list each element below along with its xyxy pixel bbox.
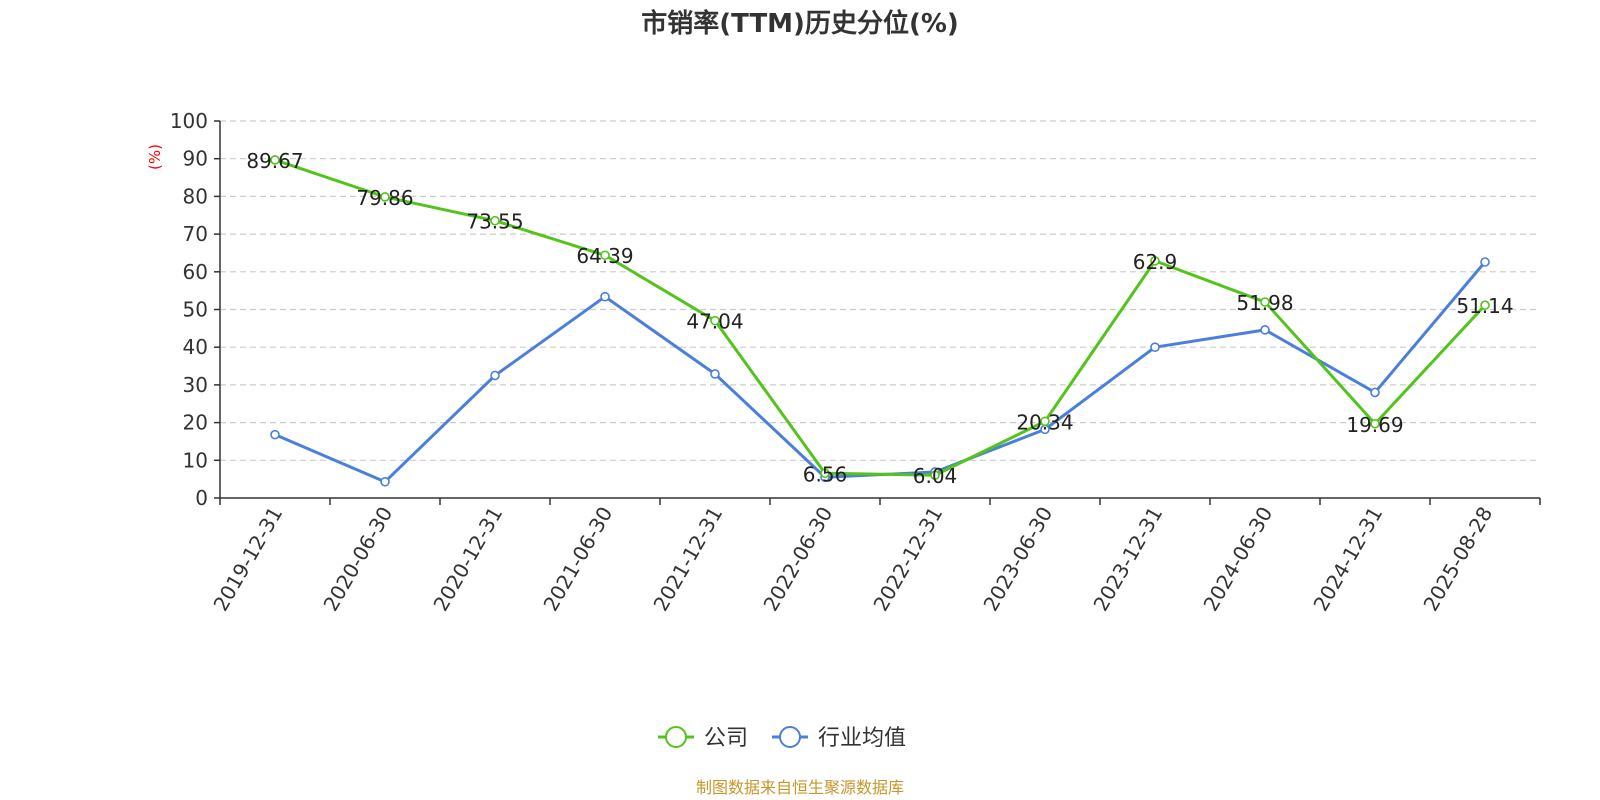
data-point <box>1370 387 1380 398</box>
data-point <box>600 250 610 261</box>
data-point <box>1480 300 1490 311</box>
data-point <box>820 468 830 479</box>
legend[interactable]: 公司 行业均值 <box>658 726 906 751</box>
data-label: 64.39 <box>576 244 633 268</box>
legend-item-company[interactable]: 公司 <box>658 726 748 751</box>
data-point <box>1150 256 1160 266</box>
legend-label: 公司 <box>704 726 748 751</box>
series-line-company <box>274 158 1487 477</box>
y-tick-label: 40 <box>183 335 208 359</box>
y-axis-ticks: 0 10 20 30 40 50 60 70 80 90 100 <box>170 109 220 510</box>
data-point <box>1260 297 1270 307</box>
data-point <box>490 370 500 381</box>
x-tick-label: 2021-12-31 <box>648 503 727 616</box>
x-tick-label: 2019-12-31 <box>208 503 287 616</box>
x-tick-label: 2023-06-30 <box>978 503 1057 616</box>
data-point <box>380 192 390 202</box>
y-tick-label: 60 <box>183 260 208 284</box>
data-point <box>1480 257 1490 267</box>
data-label: 73.55 <box>466 210 523 234</box>
data-point <box>930 470 940 481</box>
legend-circle-icon <box>665 726 687 748</box>
data-point <box>1370 418 1380 429</box>
y-tick-label: 100 <box>170 109 208 133</box>
series-line-industry-average <box>274 261 1487 484</box>
y-tick-label: 90 <box>183 147 208 171</box>
data-point <box>710 369 720 379</box>
x-tick-label: 2020-06-30 <box>318 503 397 616</box>
data-point <box>270 155 280 165</box>
data-label: 51.98 <box>1236 291 1293 315</box>
x-tick-label: 2021-06-30 <box>538 503 617 616</box>
legend-label: 行业均值 <box>818 726 906 751</box>
x-tick-label: 2022-06-30 <box>758 503 837 616</box>
x-tick-label: 2024-06-30 <box>1198 503 1277 616</box>
y-axis-unit-label: (%) <box>146 144 164 170</box>
y-tick-label: 30 <box>183 373 208 397</box>
legend-item-industry-average[interactable]: 行业均值 <box>772 726 906 751</box>
series-lines <box>270 155 1490 487</box>
x-tick-label: 2025-08-28 <box>1418 503 1497 616</box>
y-tick-label: 0 <box>195 486 208 510</box>
x-tick-label: 2024-12-31 <box>1308 503 1387 616</box>
chart-title: 市销率(TTM)历史分位(%) <box>641 8 959 39</box>
grid-lines <box>220 120 1540 461</box>
legend-circle-icon <box>779 726 801 748</box>
data-point <box>600 291 610 302</box>
data-label: 6.56 <box>803 462 848 486</box>
y-tick-label: 80 <box>183 184 208 208</box>
data-labels: 89.67 79.86 73.55 64.39 47.04 6.56 6.04 20.34 62… <box>246 149 1513 488</box>
data-point <box>1040 416 1050 427</box>
y-tick-label: 10 <box>183 448 208 472</box>
data-label: 47.04 <box>686 310 743 334</box>
x-tick-label: 2022-12-31 <box>868 503 947 616</box>
y-tick-label: 50 <box>183 298 208 322</box>
x-axis-ticks: 2019-12-31 2020-06-30 2020-12-31 2021-06-30… <box>208 498 1541 616</box>
x-tick-label: 2023-12-31 <box>1088 503 1167 616</box>
data-label: 51.14 <box>1456 294 1513 318</box>
data-point <box>380 476 390 487</box>
data-point <box>270 429 280 440</box>
data-point <box>1150 342 1160 353</box>
y-tick-label: 20 <box>183 411 208 435</box>
data-point <box>490 215 500 226</box>
source-note: 制图数据来自恒生聚源数据库 <box>696 778 904 797</box>
data-label: 79.86 <box>356 186 413 210</box>
data-point <box>710 315 720 326</box>
data-label: 62.9 <box>1133 250 1178 274</box>
data-label: 6.04 <box>913 464 958 488</box>
data-label: 89.67 <box>246 149 303 173</box>
x-tick-label: 2020-12-31 <box>428 503 507 616</box>
data-label: 19.69 <box>1346 413 1403 437</box>
y-tick-label: 70 <box>183 222 208 246</box>
data-point <box>1260 325 1270 335</box>
data-label: 20.34 <box>1016 410 1073 434</box>
